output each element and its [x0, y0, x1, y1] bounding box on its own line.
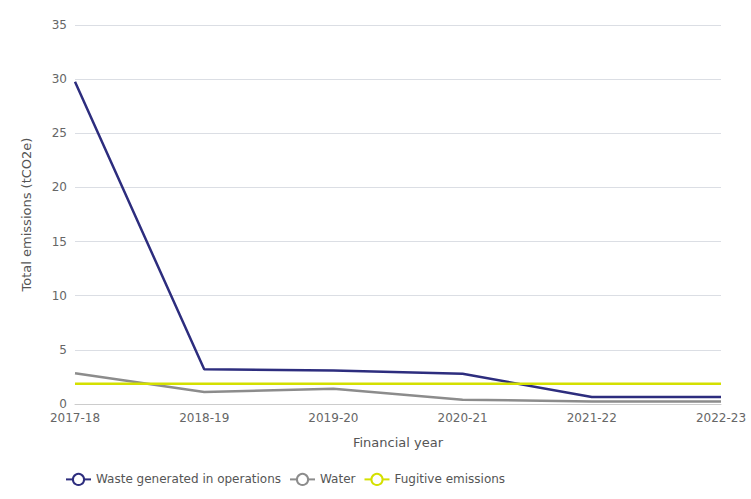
svg-text:Total emissions (tCO2e): Total emissions (tCO2e) — [19, 138, 34, 293]
svg-text:2019-20: 2019-20 — [308, 411, 358, 425]
svg-text:2021-22: 2021-22 — [567, 411, 617, 425]
svg-text:25: 25 — [52, 126, 67, 140]
svg-text:Fugitive emissions: Fugitive emissions — [394, 472, 505, 486]
svg-text:5: 5 — [59, 343, 67, 357]
svg-text:35: 35 — [52, 18, 67, 32]
svg-text:0: 0 — [59, 397, 67, 411]
svg-text:Waste generated in operations: Waste generated in operations — [96, 472, 281, 486]
svg-text:20: 20 — [52, 180, 67, 194]
svg-text:2017-18: 2017-18 — [50, 411, 100, 425]
svg-text:Water: Water — [320, 472, 356, 486]
svg-text:2018-19: 2018-19 — [179, 411, 229, 425]
svg-text:Financial year: Financial year — [353, 435, 444, 450]
svg-text:2020-21: 2020-21 — [438, 411, 488, 425]
svg-text:2022-23: 2022-23 — [696, 411, 746, 425]
svg-text:10: 10 — [52, 289, 67, 303]
svg-text:30: 30 — [52, 72, 67, 86]
svg-text:15: 15 — [52, 235, 67, 249]
